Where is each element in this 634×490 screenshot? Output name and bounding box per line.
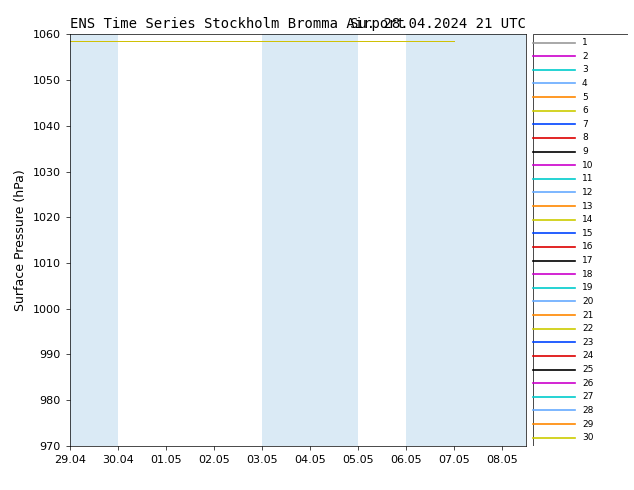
Text: 20: 20 (582, 297, 593, 306)
Text: 5: 5 (582, 93, 588, 101)
Text: ENS Time Series Stockholm Bromma Airport: ENS Time Series Stockholm Bromma Airport (70, 17, 404, 31)
Text: 16: 16 (582, 243, 593, 251)
Text: 4: 4 (582, 79, 588, 88)
Text: 9: 9 (582, 147, 588, 156)
Text: 8: 8 (582, 133, 588, 143)
Text: 10: 10 (582, 161, 593, 170)
Text: 1: 1 (582, 38, 588, 47)
Text: 6: 6 (582, 106, 588, 115)
Text: 24: 24 (582, 351, 593, 361)
Text: 17: 17 (582, 256, 593, 265)
Text: 7: 7 (582, 120, 588, 129)
Text: 3: 3 (582, 65, 588, 74)
Bar (262, 34, 358, 446)
Text: 25: 25 (582, 365, 593, 374)
Text: 13: 13 (582, 201, 593, 211)
Text: 30: 30 (582, 433, 593, 442)
Text: 21: 21 (582, 311, 593, 319)
Text: 14: 14 (582, 215, 593, 224)
Bar (70, 34, 118, 446)
Text: 27: 27 (582, 392, 593, 401)
Text: 29: 29 (582, 419, 593, 429)
Text: 18: 18 (582, 270, 593, 279)
Text: 19: 19 (582, 283, 593, 293)
Bar (406, 34, 526, 446)
Text: 26: 26 (582, 379, 593, 388)
Text: 28: 28 (582, 406, 593, 415)
Text: 22: 22 (582, 324, 593, 333)
Text: 2: 2 (582, 51, 588, 61)
Y-axis label: Surface Pressure (hPa): Surface Pressure (hPa) (14, 169, 27, 311)
Text: Su. 28.04.2024 21 UTC: Su. 28.04.2024 21 UTC (351, 17, 526, 31)
Text: 11: 11 (582, 174, 593, 183)
Text: 12: 12 (582, 188, 593, 197)
Text: 15: 15 (582, 229, 593, 238)
Text: 23: 23 (582, 338, 593, 347)
